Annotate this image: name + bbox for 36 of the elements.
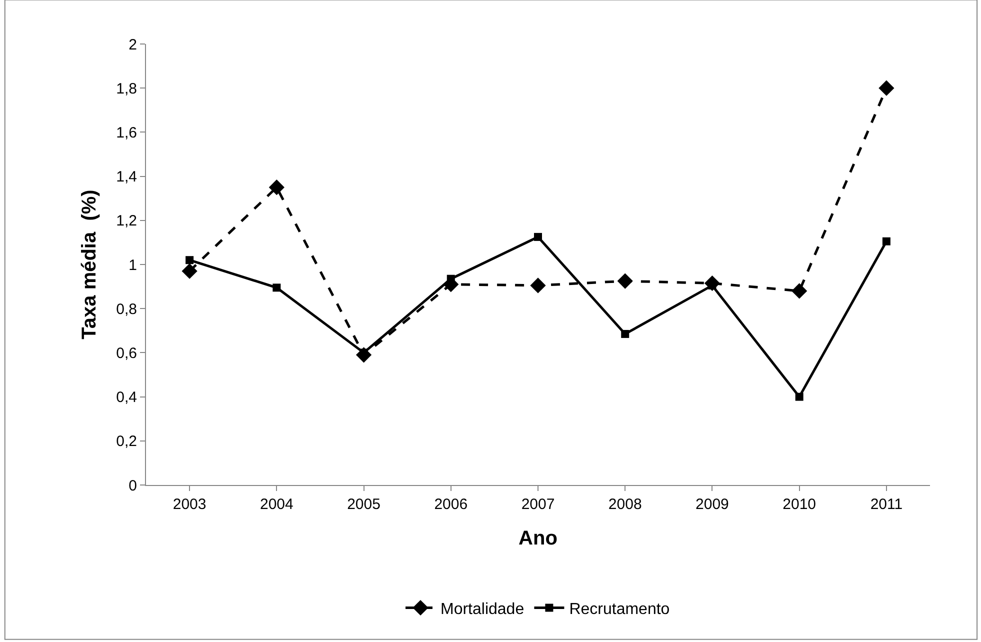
point: [617, 273, 633, 289]
x-tick-label: 2010: [782, 496, 816, 513]
x-tick-label: 2011: [870, 496, 903, 513]
legend-label: Recrutamento: [569, 600, 670, 618]
point: [268, 180, 284, 196]
x-tick-label: 2008: [608, 496, 642, 513]
y-axis-title: Taxa média (%): [78, 190, 101, 340]
y-tick-label: 0,6: [116, 344, 137, 362]
point: [621, 330, 630, 338]
x-tick-label: 2009: [696, 496, 729, 513]
y-tick-label: 0,4: [116, 389, 137, 406]
point: [186, 256, 194, 264]
y-tick-label: 1,6: [116, 124, 137, 142]
point: [272, 284, 281, 292]
point: [792, 283, 808, 299]
y-tick-label: 1,8: [116, 80, 137, 98]
x-tick-label: 2007: [521, 496, 555, 513]
y-tick-label: 0: [128, 477, 137, 494]
point: [534, 232, 542, 241]
point: [530, 278, 546, 294]
point: [882, 237, 890, 246]
y-tick-label: 0,2: [116, 433, 137, 450]
legend-label: Mortalidade: [440, 600, 524, 618]
point: [795, 392, 804, 401]
point: [878, 80, 894, 96]
y-tick-label: 1,4: [116, 168, 137, 186]
x-tick-label: 2003: [172, 496, 206, 513]
x-tick-label: 2006: [434, 496, 468, 513]
y-tick-label: 0,8: [116, 300, 137, 318]
y-tick-label: 1: [128, 256, 137, 274]
x-tick-label: 2004: [260, 496, 294, 513]
x-tick-label: 2005: [347, 496, 380, 513]
x-axis-title: Ano: [518, 528, 558, 550]
y-tick-label: 1,2: [116, 212, 137, 230]
point: [182, 263, 198, 279]
y-tick-label: 2: [128, 36, 137, 54]
